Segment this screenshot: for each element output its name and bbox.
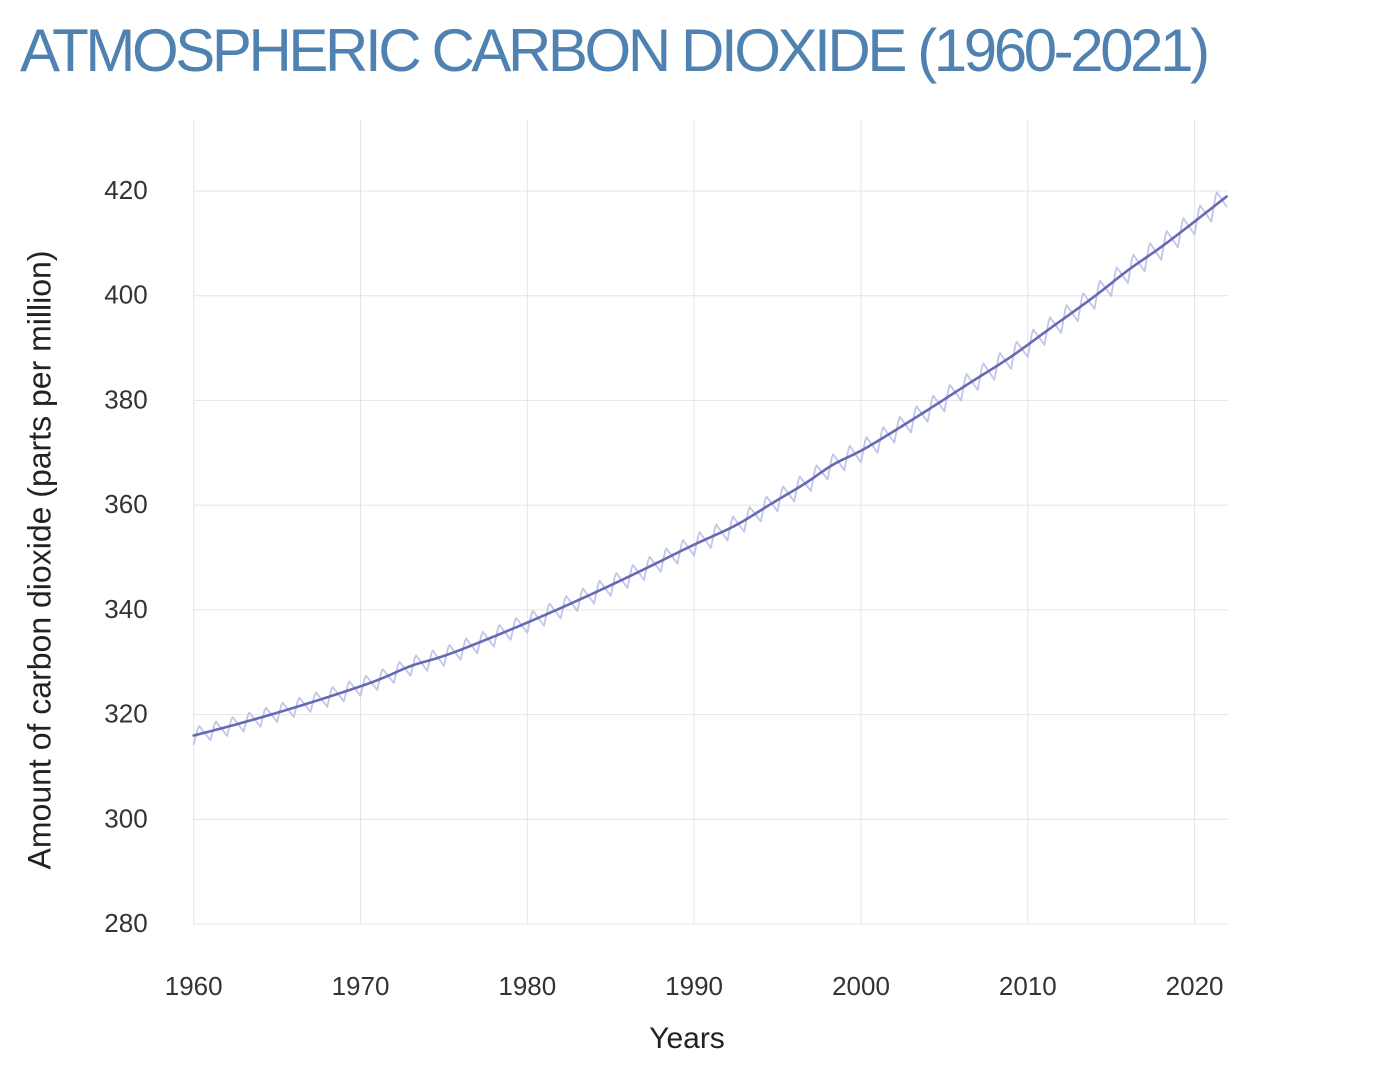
svg-text:400: 400 bbox=[104, 280, 147, 310]
svg-text:320: 320 bbox=[104, 699, 147, 729]
svg-text:1970: 1970 bbox=[332, 971, 390, 1001]
svg-text:1960: 1960 bbox=[165, 971, 223, 1001]
svg-text:1990: 1990 bbox=[665, 971, 723, 1001]
svg-text:300: 300 bbox=[104, 803, 147, 833]
svg-text:380: 380 bbox=[104, 384, 147, 414]
svg-text:280: 280 bbox=[104, 908, 147, 938]
svg-text:2010: 2010 bbox=[999, 971, 1057, 1001]
svg-text:2000: 2000 bbox=[832, 971, 890, 1001]
svg-text:1980: 1980 bbox=[498, 971, 556, 1001]
svg-text:2020: 2020 bbox=[1166, 971, 1224, 1001]
svg-text:340: 340 bbox=[104, 594, 147, 624]
svg-text:420: 420 bbox=[104, 175, 147, 205]
svg-text:360: 360 bbox=[104, 489, 147, 519]
